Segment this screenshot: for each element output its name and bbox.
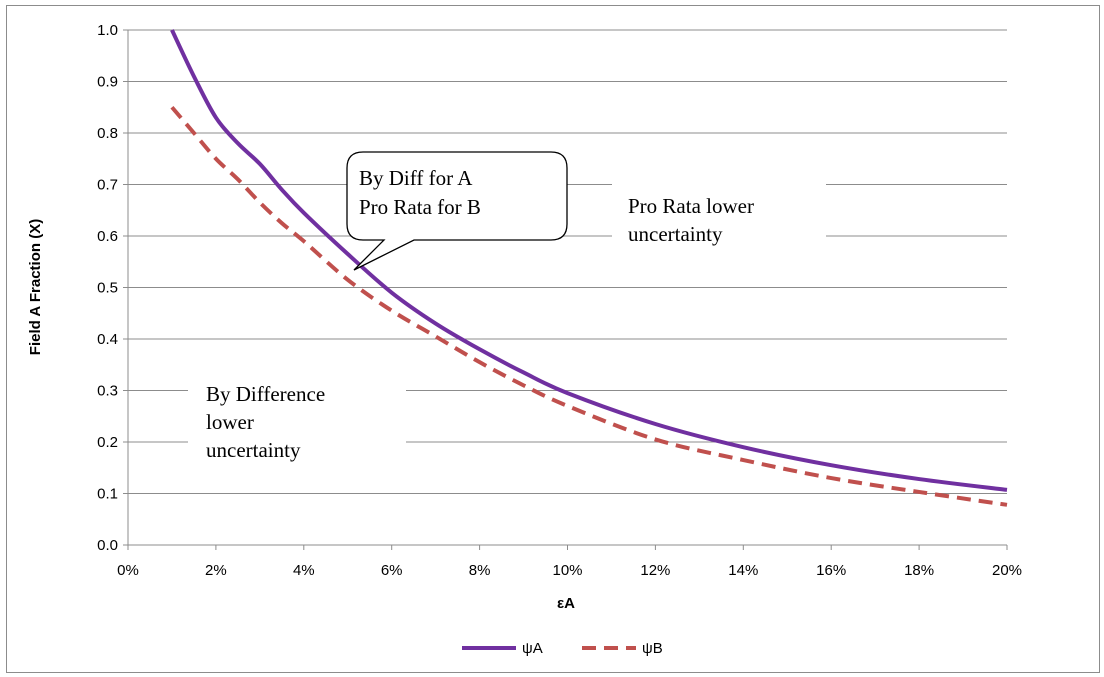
- axes: [123, 29, 1008, 550]
- y-tick-label: 0.8: [97, 125, 118, 142]
- series: By Diff for A Pro Rata for B: [170, 29, 1008, 507]
- annotation-pro-rata-line: Pro Rata lower: [628, 194, 754, 218]
- series-line-psi-a: [170, 29, 1008, 492]
- legend: ψA ψB: [462, 640, 663, 657]
- x-tick-label: 18%: [904, 562, 934, 579]
- legend-label-psi-a: ψA: [522, 640, 543, 657]
- x-tick-label: 10%: [552, 562, 582, 579]
- annotations: Pro Rata lower uncertainty By Difference lo…: [188, 170, 826, 480]
- y-tick-label: 0.4: [97, 331, 118, 348]
- annotation-bg: [612, 170, 826, 262]
- tick-labels: 0.0 0.1 0.2 0.3 0.4 0.5 0.6 0.7 0.8 0.9 1.0 0% 2% 4% 6…: [97, 22, 1022, 579]
- y-tick-label: 1.0: [97, 22, 118, 39]
- annotation-callout-line: By Diff for A: [359, 166, 473, 190]
- y-tick-label: 0.6: [97, 228, 118, 245]
- x-tick-label: 16%: [816, 562, 846, 579]
- x-tick-label: 6%: [381, 562, 403, 579]
- x-tick-label: 4%: [293, 562, 315, 579]
- y-tick-label: 0.7: [97, 177, 118, 194]
- y-tick-label: 0.5: [97, 280, 118, 297]
- y-tick-label: 0.1: [97, 486, 118, 503]
- y-tick-label: 0.0: [97, 537, 118, 554]
- x-axis-title: εA: [557, 595, 575, 612]
- annotation-pro-rata-line: uncertainty: [628, 222, 723, 246]
- y-tick-label: 0.2: [97, 434, 118, 451]
- annotation-by-difference-line: lower: [206, 410, 254, 434]
- x-tick-label: 14%: [728, 562, 758, 579]
- y-tick-label: 0.3: [97, 383, 118, 400]
- annotation-bg: [188, 374, 406, 480]
- series-line-psi-b: [170, 105, 1008, 507]
- annotation-by-difference-line: By Difference: [206, 382, 325, 406]
- x-tick-label: 12%: [640, 562, 670, 579]
- x-tick-label: 8%: [469, 562, 491, 579]
- x-tick-label: 0%: [117, 562, 139, 579]
- y-tick-label: 0.9: [97, 74, 118, 91]
- x-tick-label: 2%: [205, 562, 227, 579]
- annotation-callout-line: Pro Rata for B: [359, 195, 481, 219]
- x-tick-label: 20%: [992, 562, 1022, 579]
- legend-label-psi-b: ψB: [642, 640, 663, 657]
- annotation-by-difference-line: uncertainty: [206, 438, 301, 462]
- callout-bubble: [346, 151, 568, 271]
- y-axis-title: Field A Fraction (X): [27, 219, 44, 355]
